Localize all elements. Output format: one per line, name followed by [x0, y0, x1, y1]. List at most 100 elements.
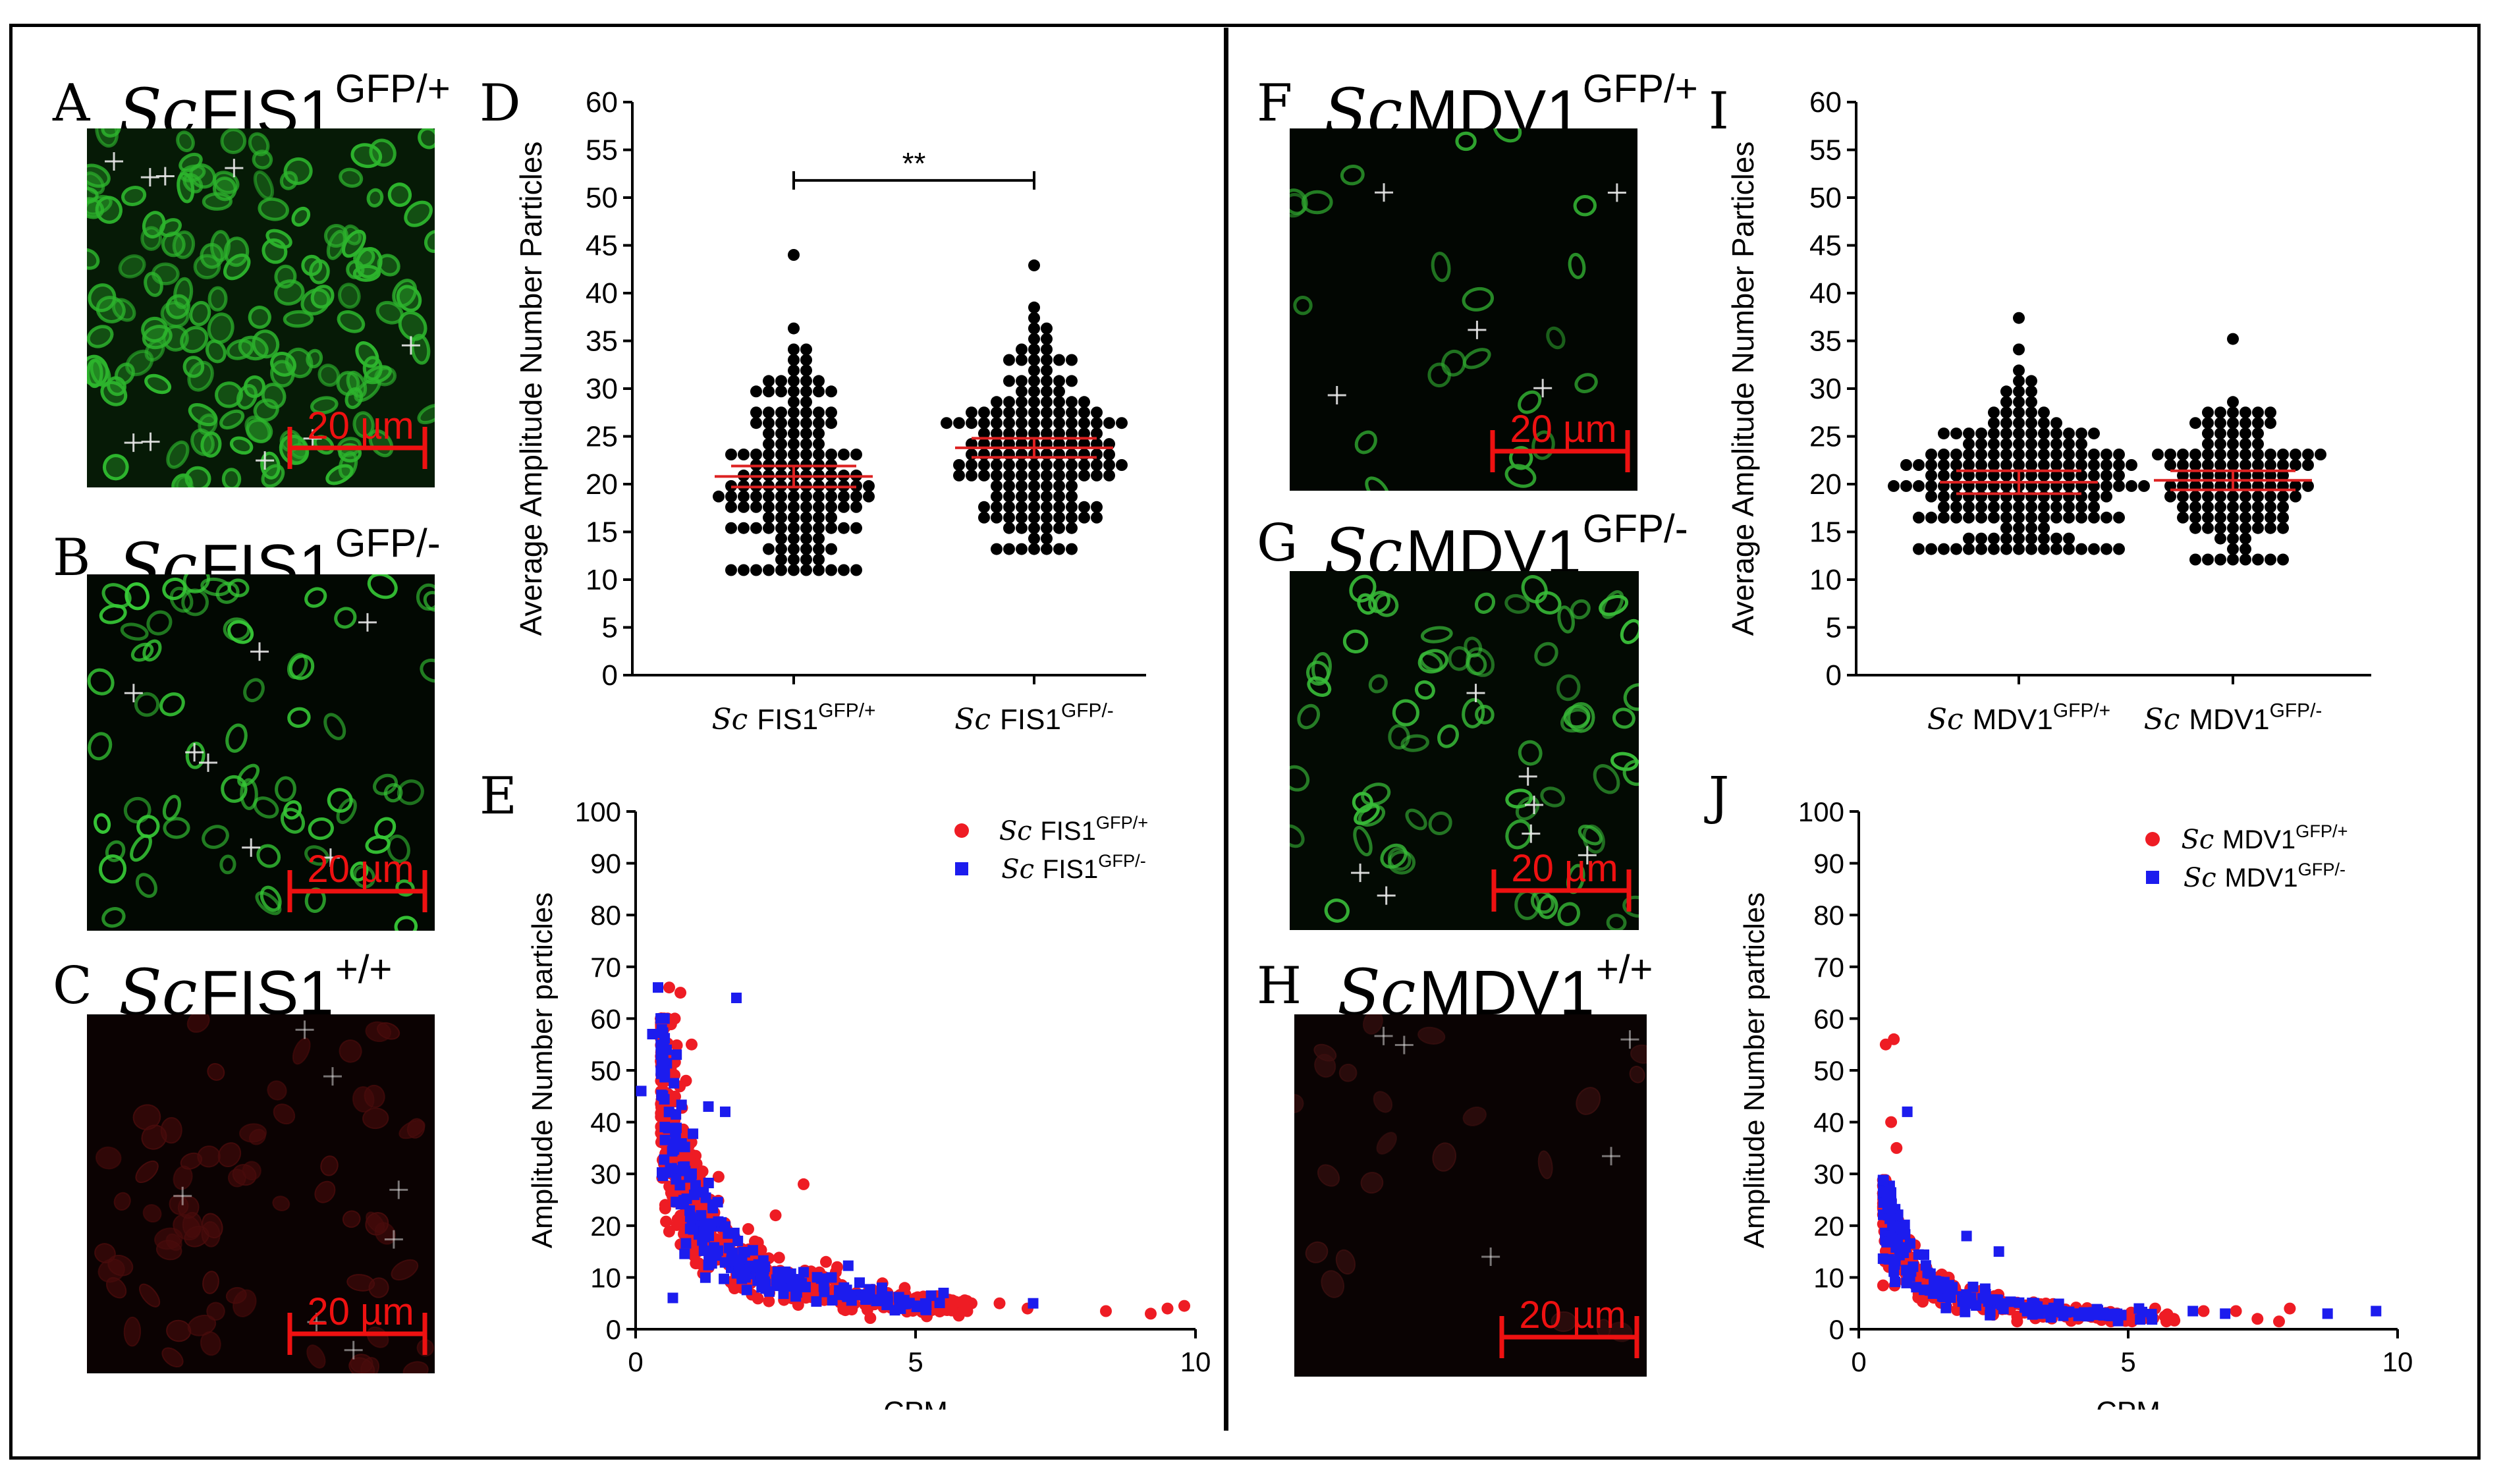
cell: [90, 358, 111, 387]
micrograph-background: [87, 574, 435, 931]
data-point: [1003, 480, 1015, 492]
data-point: [2265, 469, 2276, 481]
cell: [1557, 605, 1575, 634]
data-point: [788, 427, 800, 440]
data-point: [1003, 543, 1015, 555]
cell: [221, 775, 248, 803]
y-tick-label: 55: [1809, 134, 1842, 167]
data-point: [750, 449, 762, 460]
data-point: [1975, 459, 1987, 471]
cell: [327, 788, 353, 813]
data-point: [1041, 522, 1053, 534]
data-point: [703, 1230, 714, 1242]
data-point: [1028, 385, 1040, 398]
data-point: [1950, 511, 1962, 524]
cell: [219, 409, 245, 430]
cell: [1623, 683, 1639, 711]
data-point: [2252, 417, 2264, 429]
y-tick-label: 50: [586, 182, 618, 214]
data-point: [2013, 396, 2025, 408]
data-point: [2220, 1308, 2231, 1319]
data-point: [2177, 490, 2189, 503]
data-point: [1938, 449, 1950, 460]
data-point: [2048, 1302, 2059, 1313]
data-point: [2164, 459, 2176, 471]
data-point: [740, 1272, 751, 1283]
data-point: [1078, 501, 1090, 513]
data-point: [1975, 501, 1987, 513]
data-point: [680, 1165, 691, 1176]
data-point: [2098, 1309, 2109, 1321]
cell: [1622, 895, 1639, 918]
data-point: [1103, 469, 1115, 481]
data-point: [2027, 1309, 2038, 1320]
data-point: [2240, 553, 2251, 566]
data-point: [788, 438, 800, 451]
cell: [339, 167, 364, 188]
data-point: [1028, 532, 1040, 545]
data-point: [2214, 522, 2226, 534]
data-point: [775, 543, 787, 555]
data-point: [1041, 375, 1053, 387]
data-point: [1066, 522, 1078, 534]
data-point: [671, 1109, 682, 1120]
data-point: [666, 1163, 677, 1174]
data-point: [2227, 511, 2239, 524]
cell: [169, 586, 194, 613]
data-point: [763, 385, 775, 398]
data-point: [2101, 459, 2112, 471]
data-point: [2214, 427, 2226, 440]
data-point: [1975, 532, 1987, 545]
data-point: [2000, 385, 2012, 398]
crosshair-marker: [140, 168, 159, 187]
data-point: [1016, 385, 1028, 398]
data-point: [825, 449, 837, 460]
data-point: [1016, 522, 1028, 534]
data-point: [1016, 427, 1028, 440]
data-point: [2013, 385, 2025, 398]
data-point: [2005, 1296, 2016, 1307]
data-point: [2101, 449, 2112, 460]
cell: [280, 808, 306, 834]
data-point: [1003, 490, 1015, 503]
scale-bar: [287, 870, 427, 912]
data-point: [1066, 427, 1078, 440]
data-point: [2277, 501, 2289, 513]
data-point: [991, 501, 1003, 513]
data-point: [1908, 1261, 1919, 1273]
data-point: [1116, 459, 1128, 471]
data-point: [1066, 396, 1078, 408]
data-point: [788, 522, 800, 534]
cell: [1462, 287, 1495, 312]
cell: [402, 1361, 429, 1373]
crosshair-marker: [173, 1186, 192, 1205]
data-point: [1881, 1236, 1892, 1248]
data-point: [2075, 511, 2087, 524]
data-point: [700, 1272, 711, 1283]
cell: [265, 229, 292, 249]
data-point: [1053, 511, 1065, 524]
gene-label: FIS1: [200, 958, 334, 1028]
cell: [364, 1084, 385, 1109]
data-point: [1963, 427, 1975, 440]
cell: [160, 1116, 182, 1144]
data-point: [2113, 480, 2125, 492]
cell: [94, 813, 111, 834]
data-point: [1016, 375, 1028, 387]
data-point: [1116, 417, 1128, 429]
data-point: [725, 564, 737, 576]
data-point: [788, 417, 800, 429]
data-point: [1888, 480, 1900, 492]
data-point: [2000, 396, 2012, 408]
data-point: [1890, 1141, 1903, 1154]
cell: [144, 271, 163, 297]
crosshair-marker: [323, 1067, 342, 1086]
data-point: [2082, 1311, 2093, 1322]
genotype-label: GFP/+: [335, 67, 451, 111]
data-point: [1938, 427, 1950, 440]
data-point: [1003, 511, 1015, 524]
panel-letter-D: D: [480, 74, 521, 133]
data-point: [2315, 449, 2326, 460]
cell: [135, 873, 157, 898]
data-point: [2202, 511, 2214, 524]
